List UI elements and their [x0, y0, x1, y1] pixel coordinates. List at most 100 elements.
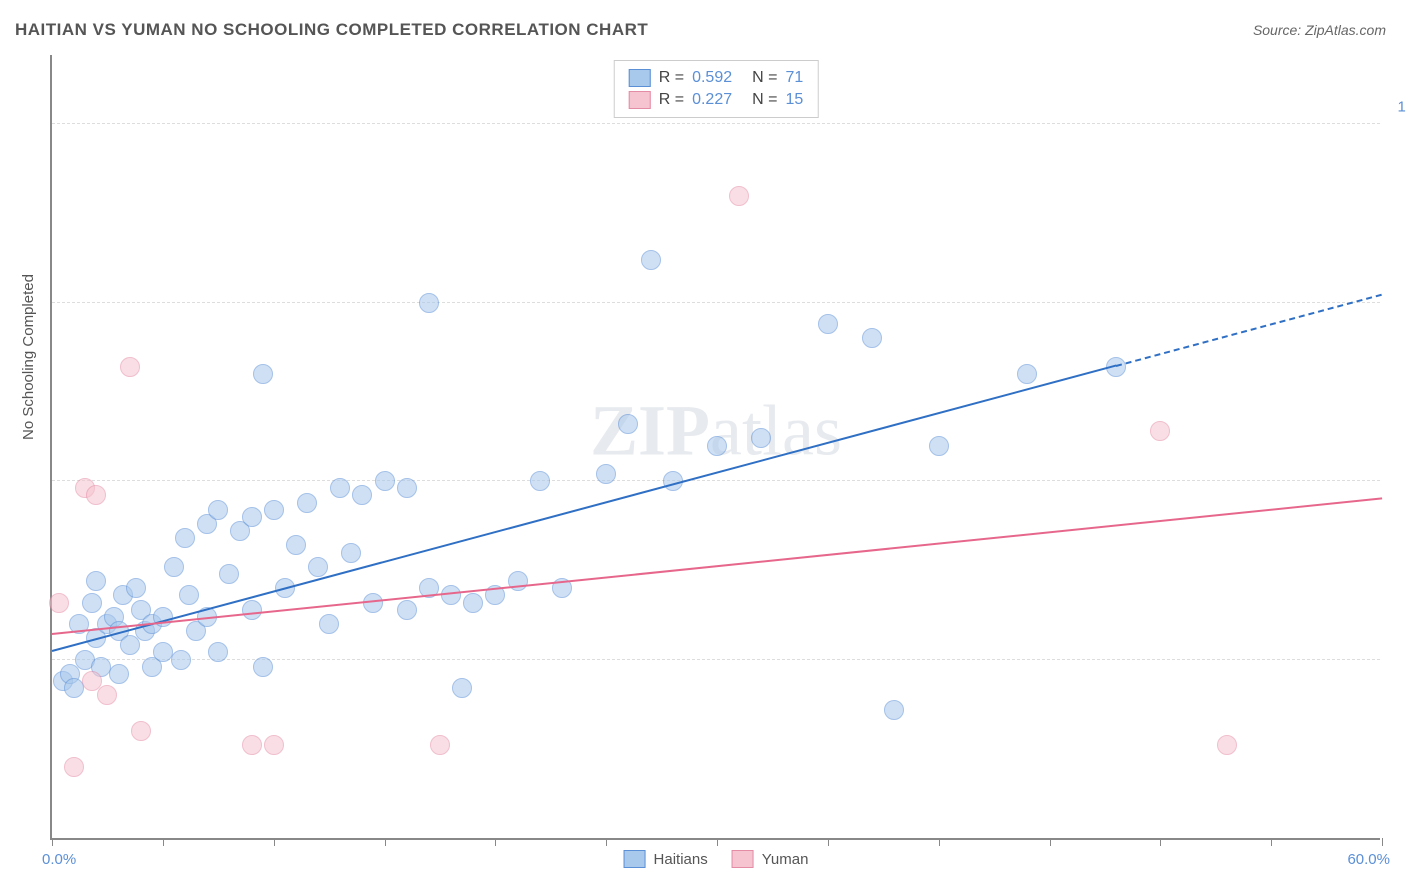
data-point: [441, 585, 461, 605]
x-tick: [1271, 838, 1272, 846]
data-point: [341, 543, 361, 563]
data-point: [319, 614, 339, 634]
legend-swatch: [629, 69, 651, 87]
legend-r-label: R =: [659, 91, 684, 109]
legend-n-value: 15: [785, 91, 803, 109]
x-tick: [163, 838, 164, 846]
source-attribution: Source: ZipAtlas.com: [1253, 22, 1386, 38]
data-point: [171, 650, 191, 670]
data-point: [286, 535, 306, 555]
x-axis-min-label: 0.0%: [42, 851, 76, 868]
data-point: [419, 293, 439, 313]
data-point: [208, 500, 228, 520]
x-tick: [717, 838, 718, 846]
data-point: [297, 493, 317, 513]
x-tick: [939, 838, 940, 846]
x-tick: [828, 838, 829, 846]
data-point: [707, 436, 727, 456]
legend-swatch: [624, 850, 646, 868]
legend-r-label: R =: [659, 69, 684, 87]
data-point: [264, 735, 284, 755]
data-point: [86, 571, 106, 591]
legend-swatch: [732, 850, 754, 868]
x-tick: [606, 838, 607, 846]
x-tick: [495, 838, 496, 846]
data-point: [929, 436, 949, 456]
data-point: [862, 328, 882, 348]
x-tick: [385, 838, 386, 846]
data-point: [818, 314, 838, 334]
data-point: [751, 428, 771, 448]
data-point: [352, 485, 372, 505]
data-point: [330, 478, 350, 498]
data-point: [109, 664, 129, 684]
y-tick-label: 10.0%: [1397, 99, 1406, 116]
stats-legend: R = 0.592 N = 71 R = 0.227 N = 15: [614, 60, 819, 118]
data-point: [242, 735, 262, 755]
legend-n-label: N =: [752, 69, 777, 87]
data-point: [179, 585, 199, 605]
data-point: [131, 721, 151, 741]
data-point: [729, 186, 749, 206]
data-point: [1150, 421, 1170, 441]
data-point: [463, 593, 483, 613]
data-point: [641, 250, 661, 270]
data-point: [253, 657, 273, 677]
x-tick: [52, 838, 53, 846]
legend-row: R = 0.592 N = 71: [629, 67, 804, 89]
x-tick: [1382, 838, 1383, 846]
data-point: [120, 357, 140, 377]
data-point: [86, 485, 106, 505]
data-point: [49, 593, 69, 613]
data-point: [308, 557, 328, 577]
data-point: [126, 578, 146, 598]
data-point: [430, 735, 450, 755]
series-legend-item: Haitians: [624, 850, 708, 868]
x-tick: [1050, 838, 1051, 846]
data-point: [618, 414, 638, 434]
series-name: Haitians: [654, 851, 708, 868]
data-point: [397, 478, 417, 498]
chart-container: HAITIAN VS YUMAN NO SCHOOLING COMPLETED …: [0, 0, 1406, 892]
chart-title: HAITIAN VS YUMAN NO SCHOOLING COMPLETED …: [15, 20, 648, 40]
series-name: Yuman: [762, 851, 809, 868]
data-point: [397, 600, 417, 620]
legend-row: R = 0.227 N = 15: [629, 89, 804, 111]
x-tick: [1160, 838, 1161, 846]
data-point: [97, 685, 117, 705]
y-axis-title: No Schooling Completed: [20, 274, 37, 440]
legend-n-value: 71: [785, 69, 803, 87]
legend-r-value: 0.592: [692, 69, 732, 87]
x-axis-max-label: 60.0%: [1347, 851, 1390, 868]
trend-line: [1116, 294, 1383, 367]
data-point: [1017, 364, 1037, 384]
data-point: [375, 471, 395, 491]
data-point: [452, 678, 472, 698]
plot-area: ZIPatlas R =0.592N =71R =0.227N =15 0.0%…: [50, 55, 1380, 840]
series-legend: Haitians Yuman: [624, 850, 809, 868]
data-point: [208, 642, 228, 662]
grid-line: [52, 302, 1380, 303]
data-point: [596, 464, 616, 484]
data-point: [164, 557, 184, 577]
grid-line: [52, 659, 1380, 660]
data-point: [530, 471, 550, 491]
data-point: [1217, 735, 1237, 755]
data-point: [64, 757, 84, 777]
grid-line: [52, 480, 1380, 481]
legend-r-value: 0.227: [692, 91, 732, 109]
data-point: [253, 364, 273, 384]
grid-line: [52, 123, 1380, 124]
data-point: [242, 507, 262, 527]
legend-n-label: N =: [752, 91, 777, 109]
data-point: [219, 564, 239, 584]
data-point: [82, 593, 102, 613]
legend-swatch: [629, 91, 651, 109]
data-point: [884, 700, 904, 720]
data-point: [264, 500, 284, 520]
data-point: [242, 600, 262, 620]
data-point: [120, 635, 140, 655]
data-point: [175, 528, 195, 548]
series-legend-item: Yuman: [732, 850, 809, 868]
x-tick: [274, 838, 275, 846]
